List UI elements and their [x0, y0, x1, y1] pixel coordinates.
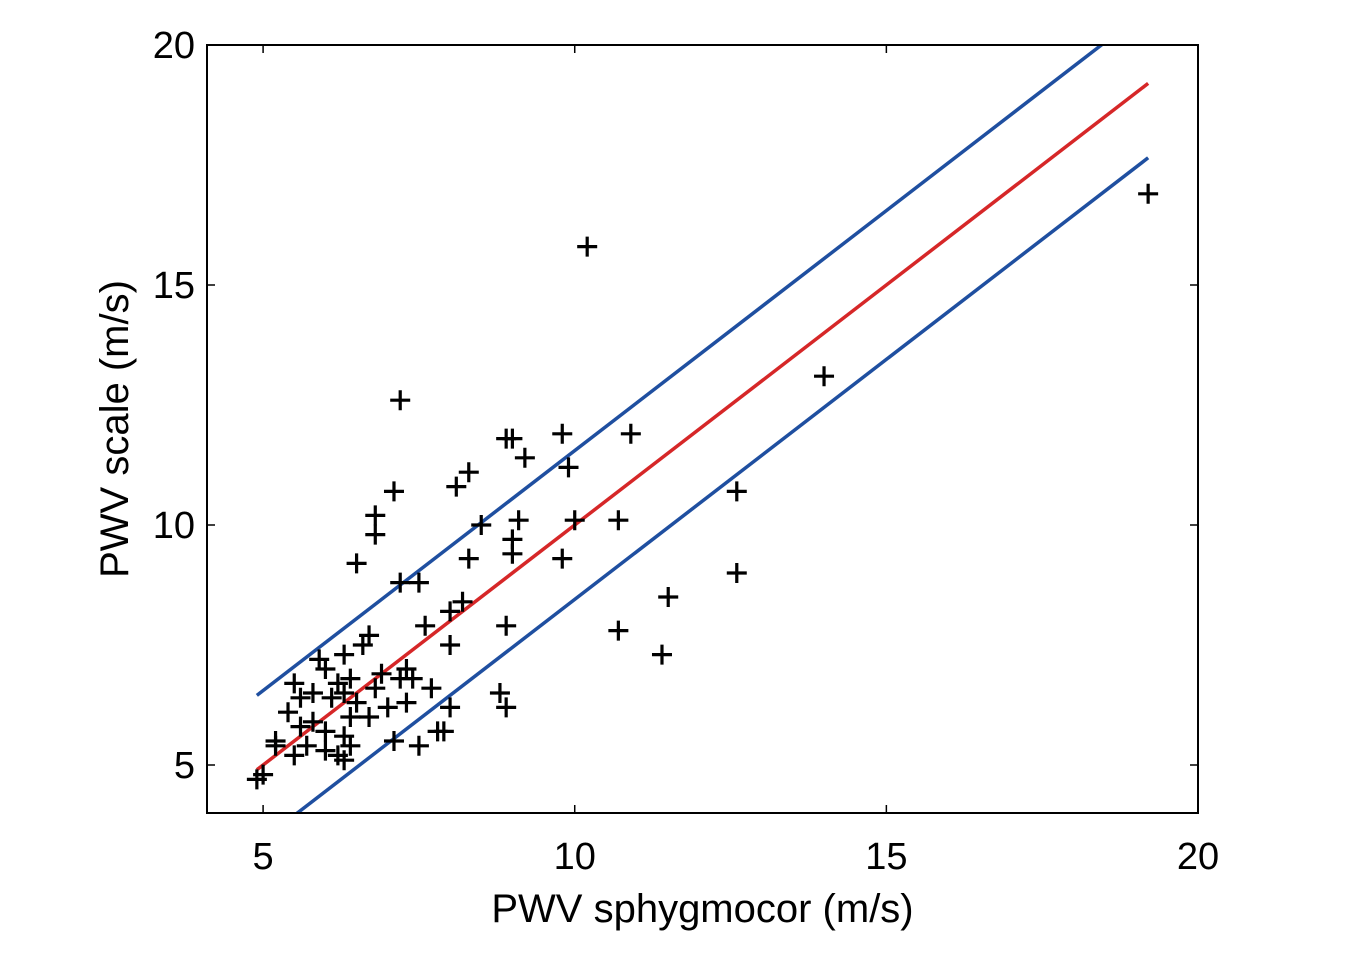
- data-point: [284, 673, 305, 694]
- data-point: [446, 476, 467, 497]
- y-axis-label: PWV scale (m/s): [93, 280, 137, 578]
- data-point: [315, 659, 336, 679]
- data-point: [390, 390, 411, 411]
- data-point: [620, 423, 641, 444]
- data-point: [352, 635, 373, 655]
- x-tick-label: 15: [865, 836, 907, 878]
- x-tick-label: 5: [253, 836, 274, 878]
- data-point: [558, 457, 579, 478]
- data-point: [296, 735, 317, 756]
- data-points: [246, 183, 1159, 790]
- data-point: [340, 707, 361, 727]
- data-point: [265, 735, 286, 756]
- data-point: [246, 769, 267, 790]
- data-point: [377, 697, 398, 718]
- data-point: [359, 707, 380, 727]
- data-point: [608, 620, 629, 641]
- data-point: [321, 687, 342, 708]
- data-point: [365, 505, 386, 526]
- data-point: [458, 462, 479, 483]
- data-point: [390, 572, 411, 593]
- data-point: [658, 587, 679, 607]
- x-axis-label: PWV sphygmocor (m/s): [491, 887, 913, 931]
- data-point: [302, 683, 323, 703]
- x-tick-label: 10: [554, 836, 596, 878]
- data-point: [390, 668, 411, 689]
- data-point: [577, 236, 598, 257]
- data-point: [452, 591, 473, 612]
- data-point: [334, 683, 355, 703]
- y-tick-label: 5: [174, 745, 195, 787]
- data-point: [315, 740, 336, 761]
- data-point: [433, 721, 454, 742]
- data-point: [365, 678, 386, 699]
- data-point: [552, 423, 573, 444]
- data-point: [471, 515, 492, 535]
- x-tick-label: 20: [1177, 836, 1219, 878]
- data-point: [651, 644, 672, 665]
- lower-line: [294, 156, 1150, 813]
- data-point: [346, 692, 367, 713]
- data-point: [508, 510, 529, 531]
- data-point: [396, 692, 417, 713]
- data-point: [365, 524, 386, 545]
- axis-ticks: 5 10 15 20 5 10 15 20: [153, 25, 1219, 878]
- plot-frame: [206, 44, 1199, 814]
- data-point: [415, 615, 436, 636]
- data-point: [284, 745, 305, 766]
- data-point: [290, 716, 311, 737]
- upper-line: [255, 45, 1105, 697]
- data-point: [496, 615, 517, 636]
- y-tick-label: 15: [153, 265, 195, 307]
- data-point: [496, 428, 517, 449]
- data-point: [814, 366, 835, 387]
- data-point: [408, 572, 429, 593]
- data-point: [458, 548, 479, 569]
- data-point: [340, 668, 361, 689]
- data-point: [371, 663, 392, 684]
- data-point: [502, 543, 523, 564]
- data-point: [514, 447, 535, 468]
- reference-lines: [255, 45, 1150, 813]
- data-point: [383, 731, 404, 751]
- data-point: [334, 750, 355, 771]
- data-point: [440, 697, 461, 718]
- data-point: [421, 678, 442, 699]
- y-tick-label: 10: [153, 505, 195, 547]
- data-point: [608, 510, 629, 531]
- y-tick-label: 20: [153, 25, 195, 67]
- data-point: [440, 601, 461, 622]
- data-point: [1138, 183, 1159, 204]
- data-point: [290, 687, 311, 708]
- data-point: [440, 635, 461, 655]
- data-point: [408, 735, 429, 756]
- data-point: [346, 553, 367, 574]
- data-point: [334, 644, 355, 665]
- data-point: [302, 711, 323, 732]
- data-point: [489, 683, 510, 703]
- data-point: [340, 735, 361, 756]
- data-point: [726, 481, 747, 502]
- data-point: [564, 510, 585, 531]
- data-point: [315, 721, 336, 742]
- data-point: [496, 697, 517, 718]
- data-point: [278, 702, 299, 723]
- identity-line: [255, 82, 1150, 772]
- data-point: [383, 481, 404, 502]
- data-point: [552, 548, 573, 569]
- data-point: [726, 563, 747, 583]
